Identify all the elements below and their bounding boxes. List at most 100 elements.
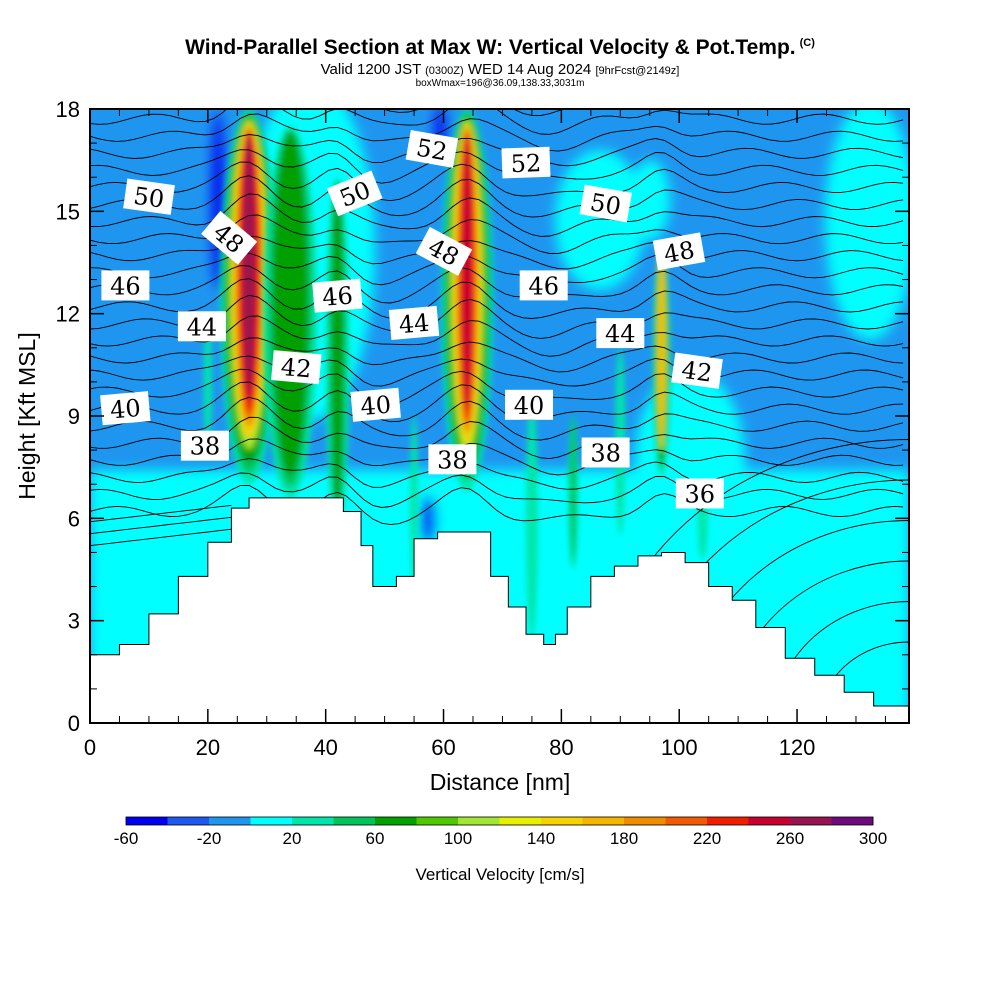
colorbar-tick-label: 180 — [610, 829, 638, 848]
contour-label: 48 — [652, 232, 706, 271]
contour-label-text: 48 — [662, 236, 697, 269]
contour-label-text: 50 — [588, 188, 623, 221]
contour-label-bg — [596, 318, 645, 349]
plume-level — [462, 134, 472, 410]
x-tick-label: 120 — [779, 735, 816, 760]
y-tick-label: 9 — [68, 404, 80, 429]
box-wmax-line: boxWmax=196@36.09,138.33,3031m — [415, 78, 585, 89]
updraft-plume — [525, 398, 538, 638]
isentrope-line — [90, 396, 904, 441]
isentrope-line — [90, 337, 904, 373]
contour-label-text: 44 — [398, 309, 431, 340]
y-axis-label: Height [Kft MSL] — [14, 332, 40, 499]
contour-label: 40 — [100, 391, 151, 426]
x-tick-label: 20 — [196, 735, 220, 760]
colorbar-swatch — [209, 817, 251, 825]
contour-label-bg — [428, 444, 477, 475]
contour-label-bg — [271, 350, 322, 385]
contour-label-bg — [671, 352, 723, 389]
cyan-region — [555, 150, 645, 290]
contour-label-text: 46 — [321, 281, 354, 312]
colorbar-swatch — [624, 817, 666, 825]
contour-label-bg — [123, 178, 175, 215]
colorbar-tick-label: 140 — [527, 829, 555, 848]
contour-label: 52 — [405, 129, 459, 168]
contour-label: 40 — [350, 387, 401, 422]
colorbar-swatch — [665, 817, 708, 825]
contour-label-text: 44 — [605, 320, 636, 348]
plume-level — [332, 183, 343, 510]
colorbar-swatch — [458, 817, 500, 825]
contour-label-text: 44 — [187, 313, 218, 341]
contour-label-bg — [100, 391, 151, 426]
isentrope-line — [90, 278, 904, 320]
colorbar-swatch — [582, 817, 625, 825]
chart-subtitle: Valid 1200 JST (0300Z) WED 14 Aug 2024 [… — [0, 61, 1000, 78]
colorbar-swatch — [333, 817, 376, 825]
updraft-plume — [652, 245, 671, 478]
contour-label-text: 42 — [680, 356, 714, 388]
isentrope-line — [90, 472, 904, 508]
copyright-mark: (C) — [799, 37, 815, 49]
plume-level — [658, 248, 665, 443]
updraft-plume — [203, 313, 212, 451]
contour-label-bg — [581, 437, 630, 468]
contour-label-text: 50 — [132, 182, 166, 214]
colorbar-swatch — [831, 817, 874, 825]
terrain — [90, 497, 909, 723]
chart-title: Wind-Parallel Section at Max W: Vertical… — [185, 36, 815, 59]
contour-label-text: 40 — [359, 391, 392, 422]
contour-label-text: 46 — [110, 272, 141, 300]
contour-label: 46 — [312, 278, 363, 313]
x-tick-label: 100 — [661, 735, 698, 760]
contour-label-bg — [180, 430, 229, 461]
x-tick-label: 60 — [431, 735, 455, 760]
colorbar-tick-label: 260 — [776, 829, 804, 848]
contour-label: 46 — [519, 270, 568, 301]
x-tick-label: 0 — [84, 735, 96, 760]
contour-label-text: 52 — [414, 133, 449, 166]
colorbar-tick-label: 300 — [859, 829, 887, 848]
colorbar-tick-label: -20 — [197, 829, 222, 848]
contour-label-bg — [505, 389, 553, 420]
plume-level — [244, 137, 254, 393]
contour-label: 38 — [581, 437, 630, 468]
isentrope-line — [90, 134, 904, 167]
updraft-plume — [325, 177, 350, 532]
isentrope-line — [90, 355, 904, 387]
contour-label-bg — [415, 226, 473, 276]
colorbar-label: Vertical Velocity [cm/s] — [415, 865, 584, 884]
colorbar-tick-label: 100 — [444, 829, 472, 848]
contour-label-bg — [326, 170, 383, 217]
colorbar-swatch — [790, 817, 832, 825]
colorbar-swatch — [416, 817, 459, 825]
contour-label-text: 46 — [528, 272, 559, 300]
isentrope-line — [90, 504, 232, 523]
isentrope-line — [90, 458, 904, 490]
contour-label-text: 40 — [514, 392, 545, 420]
contour-label-bg — [312, 278, 363, 313]
contour-label: 50 — [579, 184, 633, 223]
contour-label: 38 — [180, 430, 229, 461]
contour-label: 38 — [428, 444, 477, 475]
colorbar-swatch — [748, 817, 791, 825]
contour-label-bg — [675, 478, 724, 509]
isentrope-line — [90, 516, 232, 535]
contour-label-bg — [177, 311, 226, 342]
contour-label: 40 — [505, 389, 553, 420]
colorbar: -60 -20 20 60 100 140 180 220 260 300 — [114, 816, 887, 848]
colorbar-tick-label: 60 — [366, 829, 385, 848]
valid-date: WED 14 Aug 2024 — [467, 61, 592, 78]
x-tick-label: 80 — [549, 735, 573, 760]
colorbar-swatch — [126, 817, 168, 825]
contour-label-text: 38 — [590, 440, 621, 468]
x-axis-label: Distance [nm] — [430, 769, 571, 795]
contour-label: 52 — [501, 146, 551, 179]
contour-label-bg — [519, 270, 568, 301]
contour-label: 44 — [177, 311, 226, 342]
isentrope-line — [90, 193, 904, 237]
contour-label-bg — [501, 146, 551, 179]
y-tick-label: 18 — [56, 97, 80, 122]
colorbar-frame — [125, 816, 874, 826]
